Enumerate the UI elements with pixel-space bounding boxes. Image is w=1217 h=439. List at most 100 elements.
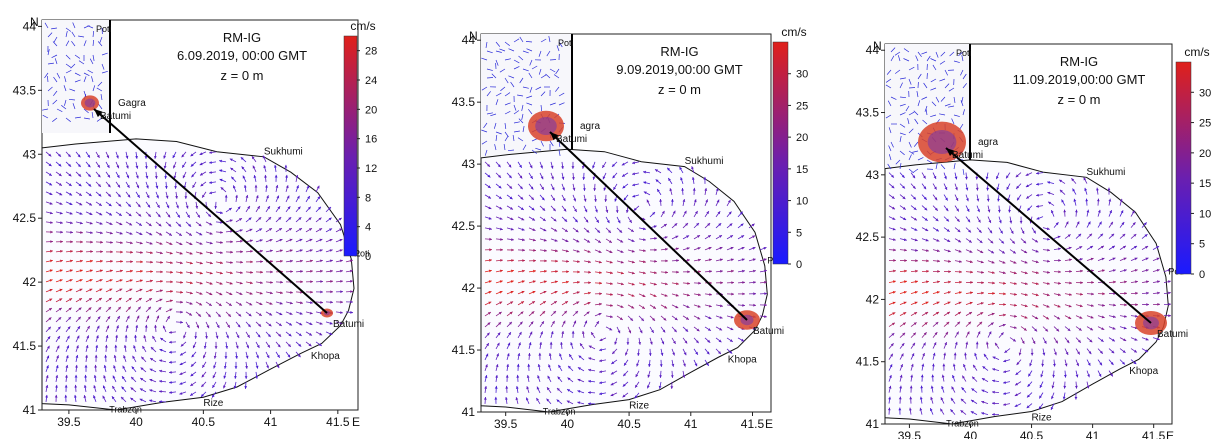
current-arrow-head [1123,326,1127,330]
current-arrow-head [913,217,917,221]
current-arrow-head [150,347,154,350]
current-arrow-head [169,251,173,255]
x-tick-label: 40.5 [617,417,641,431]
current-arrow-head [1046,293,1050,297]
current-arrow-head [692,187,696,191]
current-arrow-head [90,250,93,253]
current-arrow-head [488,291,492,294]
current-arrow-head [1078,339,1081,343]
current-arrow-head [159,400,162,404]
current-arrow-head [992,292,995,295]
current-arrow-head [118,306,121,310]
current-arrow-head [1047,270,1050,274]
inset-arrow [962,168,965,175]
current-arrow-head [499,227,503,231]
current-arrow-head [48,308,52,311]
current-arrow-head [289,322,292,326]
current-arrow-head [508,164,512,168]
current-arrow-head [669,188,673,192]
inset-arrow [960,69,964,76]
current-arrow-head [269,302,273,305]
current-arrow-head [961,387,965,391]
colorbar-tick-label: 30 [796,69,808,81]
current-arrow-head [93,385,97,389]
current-arrow-head [540,165,543,169]
current-arrow-head [510,217,514,220]
current-arrow-head [1039,384,1043,388]
current-arrow-head [1000,230,1003,234]
current-arrow-head [64,384,68,388]
current-arrow-head [937,259,940,263]
current-arrow-head [764,315,767,318]
current-arrow-head [189,302,193,305]
colorbar-unit: cm/s [1184,45,1209,59]
current-arrow-head [948,280,951,284]
inset-arrow [545,73,551,79]
current-arrow-head [190,153,194,157]
current-arrow-head [199,162,203,166]
current-arrow-head [89,212,93,215]
current-arrow-head [620,239,624,243]
current-arrow-head [599,370,602,374]
inset-arrow [53,36,58,43]
current-arrow-head [900,353,904,357]
current-arrow-head [1102,303,1105,307]
inset-arrow [74,72,81,77]
inset-arrow [940,164,946,170]
current-arrow-head [140,260,143,264]
current-arrow-head [991,260,995,264]
current-arrow-head [179,382,183,385]
label-rize: Rize [203,398,223,409]
current-arrow-head [1068,316,1072,319]
current-arrow-head [1035,260,1039,264]
current-arrow-head [957,321,960,325]
current-arrow-head [1027,384,1031,387]
current-arrow-head [652,317,655,321]
current-arrow-head [132,355,136,359]
current-arrow-head [920,374,924,378]
current-arrow-head [249,302,253,306]
current-arrow-head [592,176,596,180]
inset-arrow [960,100,964,107]
current-arrow-head [60,249,63,253]
current-arrow-head [77,154,81,158]
current-arrow-head [229,281,233,285]
current-arrow-head [670,199,674,202]
current-arrow-head [267,206,270,210]
current-arrow-head [506,364,510,367]
colorbar-tick-label: 20 [365,104,377,116]
current-arrow-head [214,206,218,209]
current-arrow-head [299,322,303,326]
current-arrow-head [652,212,655,215]
current-arrow-head [259,228,263,231]
current-arrow-head [1167,269,1171,272]
current-arrow-head [269,228,272,231]
inset-arrow [47,32,53,38]
current-arrow-head [981,270,984,274]
current-arrow-head [718,223,722,227]
current-arrow-head [285,174,288,178]
current-arrow-head [675,293,679,297]
inset-arrow [72,22,76,29]
current-arrow-head [139,279,143,283]
current-arrow-head [199,251,203,255]
current-arrow-head [1145,246,1149,249]
current-arrow-head [136,185,140,189]
current-arrow-head [57,326,61,330]
inset-arrow [924,105,928,112]
y-tick-label: 42.5 [452,219,476,233]
x-tick-label: 40 [129,415,143,429]
inset-arrow [519,36,524,43]
current-arrow-head [189,251,193,255]
current-arrow-head [940,397,944,401]
current-arrow-head [167,316,170,319]
current-arrow-head [966,331,970,335]
panel-model: RM-IG [1060,54,1098,69]
current-arrow-head [707,235,711,238]
current-arrow-head [1003,303,1006,306]
current-arrow-head [582,177,586,180]
current-arrow-head [89,202,92,206]
current-arrow-head [1099,221,1102,225]
current-arrow-head [110,250,113,254]
